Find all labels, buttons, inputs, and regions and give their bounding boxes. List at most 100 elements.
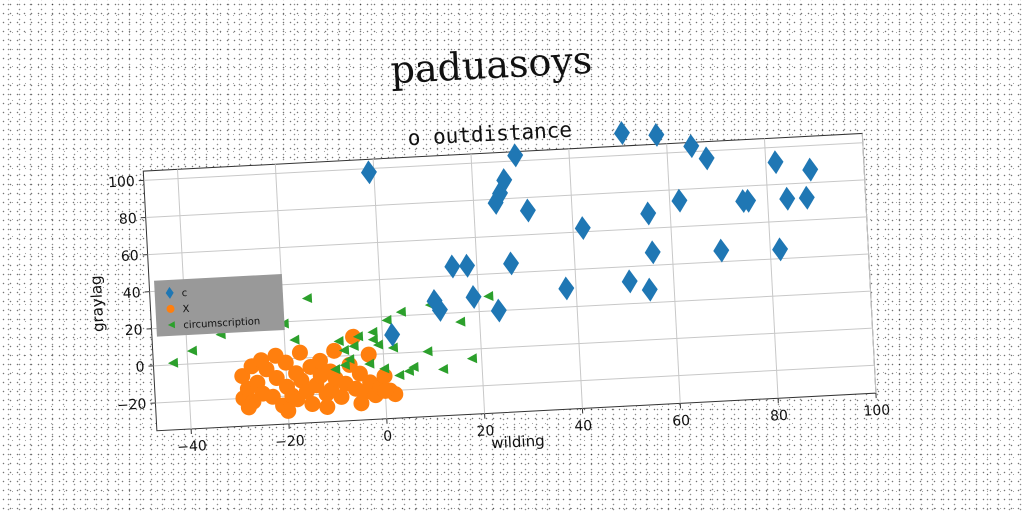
y-tick-label: 80 <box>119 211 138 228</box>
point-c <box>779 186 796 211</box>
point-c <box>767 150 784 175</box>
point-circumscription <box>333 336 344 347</box>
grid-line-x <box>568 148 583 409</box>
legend-box <box>154 274 285 337</box>
point-c <box>490 298 507 323</box>
point-circumscription <box>455 316 466 327</box>
point-c <box>772 237 789 262</box>
point-c <box>492 181 509 206</box>
legend-marker <box>165 286 174 299</box>
point-c <box>713 238 730 263</box>
point-c <box>360 160 377 185</box>
point-circumscription <box>372 339 384 350</box>
point-c <box>431 297 448 322</box>
point-x <box>280 402 297 419</box>
point-circumscription <box>167 357 179 368</box>
point-c <box>641 277 658 302</box>
legend-marker <box>166 304 175 313</box>
x-tick-label: −40 <box>177 438 207 456</box>
point-c <box>519 198 536 223</box>
point-circumscription <box>483 290 494 301</box>
point-circumscription <box>367 334 379 345</box>
point-circumscription <box>379 363 390 374</box>
point-circumscription <box>352 331 364 342</box>
point-circumscription <box>338 345 350 356</box>
point-c <box>683 134 700 159</box>
grid-line-x <box>666 143 681 404</box>
point-c <box>507 143 524 168</box>
point-c <box>640 201 657 226</box>
point-c <box>740 188 757 213</box>
legend-label: X <box>182 304 190 315</box>
point-circumscription <box>330 364 341 375</box>
x-tick-label: 0 <box>383 428 393 444</box>
x-tick-label: 40 <box>574 418 593 435</box>
grid-line-y <box>143 142 863 181</box>
x-axis-label: wilding <box>491 432 545 453</box>
point-c <box>698 146 715 171</box>
point-x <box>333 388 350 405</box>
point-x <box>253 352 270 369</box>
point-c <box>444 254 461 279</box>
point-circumscription <box>422 346 433 357</box>
point-circumscription <box>394 370 405 381</box>
point-x <box>291 344 308 361</box>
point-c <box>487 190 504 215</box>
point-x <box>353 395 370 412</box>
point-c <box>648 122 665 147</box>
point-c <box>574 216 591 241</box>
point-c <box>613 121 630 146</box>
point-circumscription <box>438 364 449 375</box>
point-x <box>326 342 343 359</box>
point-x <box>267 347 284 364</box>
point-c <box>384 322 401 347</box>
point-c <box>802 157 819 182</box>
point-circumscription <box>367 326 378 337</box>
x-tick-label: 60 <box>672 413 691 430</box>
chart-title: o outdistance <box>407 118 572 151</box>
axes-group: o outdistance −40 −20 0 20 40 60 80 100 −20 0 20 40… <box>87 118 891 456</box>
point-circumscription <box>289 334 300 345</box>
point-x <box>311 352 328 369</box>
point-circumscription <box>301 293 313 304</box>
x-tick-label: 80 <box>770 408 789 425</box>
legend-marker <box>167 321 176 329</box>
point-x <box>360 346 377 363</box>
y-axis-label: graylag <box>87 275 108 333</box>
point-x <box>377 382 394 399</box>
point-circumscription <box>466 353 478 364</box>
point-circumscription <box>387 342 399 353</box>
grid-line-y <box>147 216 867 256</box>
point-c <box>621 269 638 294</box>
point-c <box>459 253 476 278</box>
grid-line-x <box>861 133 877 394</box>
point-circumscription <box>344 354 355 365</box>
point-x <box>304 396 321 413</box>
point-x <box>240 399 257 416</box>
point-c <box>798 185 815 210</box>
point-c <box>465 285 482 310</box>
point-circumscription <box>408 361 419 372</box>
point-c <box>503 251 520 276</box>
x-tick-label: 100 <box>863 402 891 419</box>
legend-label: c <box>181 288 187 299</box>
point-circumscription <box>364 358 375 369</box>
grid-line-x <box>763 138 779 399</box>
point-c <box>671 188 688 213</box>
y-tick-label: −20 <box>117 396 147 414</box>
y-tick-label: 100 <box>108 174 136 191</box>
grid-line-y <box>145 179 865 218</box>
axis-ticks: −40 −20 0 20 40 60 80 100 −20 0 20 40 60 80 100 <box>108 174 891 456</box>
point-c <box>496 168 513 193</box>
point-x <box>319 398 336 415</box>
y-tick-label: 0 <box>135 359 145 375</box>
x-tick-label: 20 <box>476 423 495 440</box>
point-c <box>558 276 575 301</box>
y-tick-label: 40 <box>122 285 141 302</box>
data-marks <box>167 121 819 419</box>
point-circumscription <box>348 340 359 351</box>
point-circumscription <box>395 306 407 317</box>
legend-label: circumscription <box>183 316 260 331</box>
